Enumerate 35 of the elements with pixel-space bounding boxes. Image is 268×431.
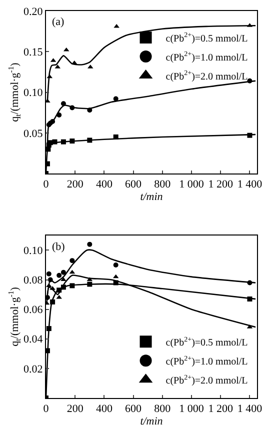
y-tick-label: 0.04	[24, 334, 44, 346]
x-tick-label: 800	[154, 403, 172, 416]
x-tick-label: 1 400	[237, 178, 263, 191]
x-tick-label: 1 000	[179, 178, 204, 191]
x-axis-title: t/min	[140, 190, 164, 203]
x-tick-label: 1 200	[208, 178, 234, 191]
y-tick-label: 0.15	[24, 46, 44, 58]
legend-label: c(Pb$^{2+}$)=0.5 mmol/L	[166, 335, 248, 349]
y-tick-label: 0.08	[24, 274, 44, 287]
y-tick-label: 0.02	[24, 363, 43, 376]
x-axis-title: t/min	[140, 415, 164, 428]
y-tick-label: 0.06	[24, 304, 44, 316]
legend-label: c(Pb$^{2+}$)=0.5 mmol/L	[166, 31, 248, 44]
x-tick-label: 400	[96, 178, 113, 191]
annotation: (a)	[52, 16, 65, 28]
x-tick-label: 400	[96, 403, 113, 416]
y-tick-label: 0.10	[24, 87, 44, 100]
legend-label: c(Pb$^{2+}$)=1.0 mmol/L	[166, 50, 248, 64]
x-tick-label: 600	[125, 178, 142, 191]
x-tick-label: 0	[43, 403, 50, 416]
legend-label: c(Pb$^{2+}$)=2.0 mmol/L	[166, 373, 248, 387]
x-tick-label: 1 400	[237, 403, 263, 416]
y-tick-label: 0.10	[24, 245, 44, 258]
x-tick-label: 600	[125, 403, 142, 416]
x-tick-label: 800	[154, 178, 172, 191]
legend-label: c(Pb$^{2+}$)=1.0 mmol/L	[166, 354, 248, 368]
legend-label: c(Pb$^{2+}$)=2.0 mmol/L	[166, 69, 248, 82]
x-tick-label: 1 200	[208, 403, 234, 416]
y-tick-label: 0.20	[24, 6, 44, 18]
x-tick-label: 200	[66, 178, 84, 191]
x-tick-label: 200	[66, 403, 84, 416]
annotation: (b)	[52, 241, 66, 253]
x-tick-label: 0	[43, 178, 50, 191]
y-tick-label: 0.05	[24, 128, 44, 140]
x-tick-label: 1 000	[179, 403, 204, 416]
